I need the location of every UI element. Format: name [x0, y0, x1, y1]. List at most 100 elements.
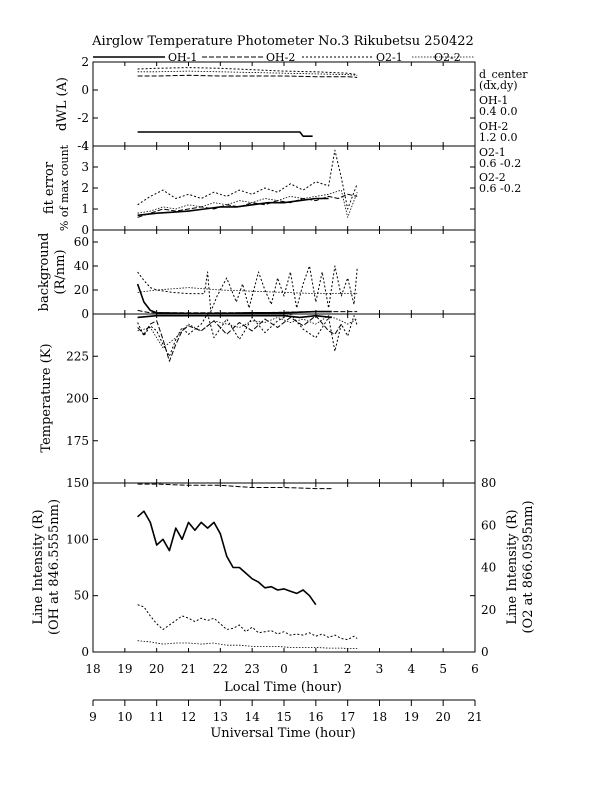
- y-tick-label-bg: 0: [81, 307, 89, 321]
- info-o22-value: 0.6 -0.2: [479, 182, 521, 195]
- series-fit-oh1: [137, 197, 329, 217]
- xlabel-universal-time: Universal Time (hour): [210, 726, 355, 741]
- y-tick-label-int: 50: [74, 589, 89, 603]
- panel-series-temp: [137, 313, 358, 362]
- ylabel-temperature: Temperature (K): [39, 343, 54, 452]
- ylabel-background: background: [37, 233, 52, 312]
- series-dwl-oh2: [137, 74, 358, 78]
- x-tick-label-ut: 12: [181, 710, 196, 724]
- y-tick-label-bg: 60: [74, 235, 89, 249]
- panel-frame-background: [92, 229, 476, 315]
- ylabel-dwl: dWL (A): [55, 77, 70, 131]
- x-tick-label-local: 2: [344, 662, 352, 676]
- x-tick-label-local: 3: [376, 662, 384, 676]
- ylabel-intensity-oh-line: (OH at 846.5555nm): [47, 499, 62, 635]
- series-bg-oh2: [137, 309, 358, 314]
- x-tick-label-ut: 11: [149, 710, 164, 724]
- series-dwl-oh1: [137, 131, 313, 137]
- ylabel-fit-error-unit: % of max count: [58, 144, 71, 231]
- y-tick-label-bg: 20: [74, 283, 89, 297]
- legend-label-o22: O2-2: [434, 51, 461, 64]
- series-dwl-o22: [137, 70, 358, 76]
- x-tick-label-ut: 17: [340, 710, 355, 724]
- info-header-d-center: d_center: [479, 68, 528, 81]
- series-int-o22: [137, 640, 358, 649]
- series-bg-o22: [137, 287, 358, 295]
- series-int-oh1: [137, 510, 317, 606]
- panel-frame-dwl: [92, 61, 476, 147]
- series-int-o21: [137, 604, 358, 641]
- x-tick-label-local: 6: [471, 662, 479, 676]
- panel-frame-intensity: [92, 482, 476, 653]
- legend: OH-1 OH-2 O2-1 O2-2: [93, 51, 474, 64]
- x-tick-label-ut: 13: [213, 710, 228, 724]
- y-tick-label-fit: 0: [81, 223, 89, 237]
- x-tick-label-ut: 15: [276, 710, 291, 724]
- series-dwl-o21: [137, 67, 358, 76]
- info-o21-value: 0.6 -0.2: [479, 157, 521, 170]
- info-oh2-value: 1.2 0.0: [479, 131, 517, 144]
- y-tick-label-right-int: 20: [481, 603, 496, 617]
- x-tick-label-ut: 14: [245, 710, 261, 724]
- y-tick-label-bg: 40: [74, 259, 89, 273]
- x-tick-label-ut: 20: [436, 710, 451, 724]
- x-tick-label-local: 18: [85, 662, 100, 676]
- chart-title: Airglow Temperature Photometer No.3 Riku…: [91, 34, 474, 49]
- y-tick-label-fit: 1: [81, 202, 89, 216]
- y-tick-label-temp: 225: [66, 349, 89, 363]
- x-tick-label-local: 22: [213, 662, 228, 676]
- data-series: [136, 67, 358, 649]
- y-tick-label-right-int: 60: [481, 518, 496, 532]
- info-oh2-name: OH-2: [479, 120, 508, 133]
- x-tick-label-local: 23: [245, 662, 260, 676]
- panel-frame-temperature: [92, 313, 476, 484]
- panel-series-fit: [137, 149, 358, 218]
- ylabel-fit-error: fit error: [42, 161, 57, 214]
- y-tick-label-right-int: 80: [481, 476, 496, 490]
- x-tick-label-ut: 10: [117, 710, 132, 724]
- d-center-info: d_center (dx,dy) OH-1 0.4 0.0 OH-2 1.2 0…: [479, 68, 528, 195]
- y-tick-label-dwl: 0: [81, 83, 89, 97]
- x-tick-label-local: 0: [280, 662, 288, 676]
- panel-series-dwl: [137, 67, 358, 137]
- y-tick-label-temp: 175: [66, 434, 89, 448]
- y-tick-label-dwl: -2: [77, 111, 89, 125]
- x-tick-label-ut: 21: [467, 710, 482, 724]
- y-tick-label-temp: 200: [66, 392, 89, 406]
- axis-ticks: -4-2020123402040601752002250501001500204…: [66, 55, 496, 724]
- x-tick-label-ut: 19: [404, 710, 419, 724]
- legend-label-oh1: OH-1: [168, 51, 197, 64]
- legend-label-oh2: OH-2: [266, 51, 295, 64]
- info-o21-name: O2-1: [479, 146, 506, 159]
- y-tick-label-right-int: 40: [481, 561, 496, 575]
- legend-label-o21: O2-1: [376, 51, 403, 64]
- ylabel-intensity-o2: Line Intensity (R): [505, 509, 520, 624]
- ylabel-intensity-oh: Line Intensity (R): [31, 509, 46, 624]
- x-tick-label-local: 20: [149, 662, 164, 676]
- series-temp-o22: [137, 315, 358, 349]
- y-tick-label-fit: 4: [81, 139, 89, 153]
- panel-series-int: [137, 483, 358, 649]
- x-tick-label-local: 4: [408, 662, 416, 676]
- series-fit-o22: [137, 189, 358, 218]
- x-tick-label-local: 1: [312, 662, 320, 676]
- series-temp-o21: [137, 313, 358, 357]
- y-tick-label-fit: 3: [81, 160, 89, 174]
- panel-series-bg: [136, 265, 358, 315]
- info-oh1-value: 0.4 0.0: [479, 105, 517, 118]
- x-tick-label-local: 19: [117, 662, 132, 676]
- series-int-oh2: [137, 483, 332, 490]
- ylabel-intensity-o2-line: (O2 at 866.0595nm): [521, 500, 536, 633]
- ylabel-background-unit: (R/nm): [53, 249, 68, 294]
- y-tick-label-right-int: 0: [481, 645, 489, 659]
- y-tick-label-dwl: 2: [81, 55, 89, 69]
- x-tick-label-ut: 18: [372, 710, 387, 724]
- series-fit-o21: [137, 149, 358, 210]
- y-tick-label-int: 150: [66, 476, 89, 490]
- x-tick-label-local: 21: [181, 662, 196, 676]
- info-header-dxdy: (dx,dy): [479, 79, 518, 92]
- y-tick-label-int: 0: [81, 645, 89, 659]
- series-temp-oh1: [137, 314, 332, 319]
- x-tick-label-local: 5: [439, 662, 447, 676]
